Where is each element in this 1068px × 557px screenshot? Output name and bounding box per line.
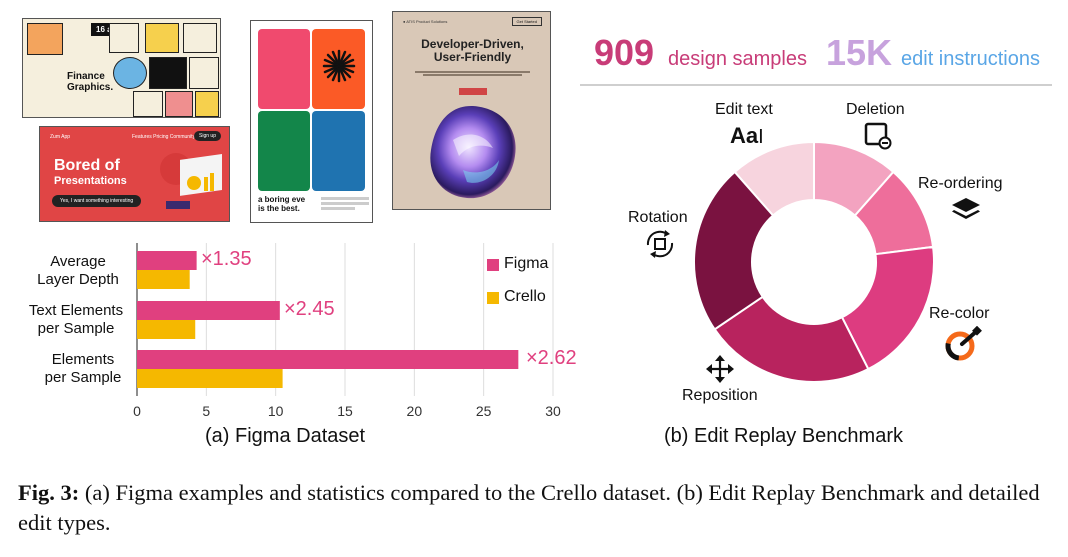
x-tick-label: 30 (545, 403, 561, 419)
donut-segment-reposition (713, 295, 870, 383)
multiplier-layer-depth: ×1.35 (201, 248, 252, 270)
headline-1: Bored of (54, 157, 120, 174)
envelope2-tile (195, 91, 219, 117)
figure-caption-text: (a) Figma examples and statistics compar… (18, 480, 1040, 535)
x-tick-label: 25 (475, 403, 492, 419)
magnifier-tile (113, 57, 147, 89)
headline-2: Presentations (54, 175, 127, 187)
poster-body-text (321, 195, 369, 212)
dev-nav: ● ATIS Product Solutions (403, 19, 448, 24)
edit-count: 15K (826, 32, 893, 73)
multiplier-elements: ×2.62 (526, 347, 577, 369)
dev-cta (459, 88, 487, 95)
segment-label-re-color: Re-color (929, 305, 990, 322)
bar-figma-0 (137, 251, 197, 270)
figure-caption: Fig. 3: (a) Figma examples and statistic… (18, 478, 1058, 538)
segment-label-reposition: Reposition (682, 387, 758, 404)
legend-crello-label: Crello (504, 288, 546, 305)
x-tick-label: 5 (202, 403, 211, 419)
layers-icon (952, 198, 980, 219)
edit-types-donut (693, 140, 935, 383)
wallet-tile (189, 57, 219, 89)
x-tick-label: 10 (267, 403, 284, 419)
pink-block (258, 29, 310, 109)
bar-figma-2 (137, 350, 519, 369)
envelope-tile (27, 23, 63, 55)
clipboard-tile (109, 23, 139, 53)
delete-box-icon (864, 122, 892, 150)
developer-thumbnail: ● ATIS Product Solutions Get Started Dev… (392, 11, 551, 210)
calculator-tile (145, 23, 179, 53)
signup-button: Sign up (194, 131, 221, 141)
color-picker-icon (945, 326, 982, 361)
bar-figma-1 (137, 301, 280, 320)
segment-label-deletion: Deletion (846, 101, 905, 118)
bar-crello-0 (137, 270, 190, 289)
donut-segment-re-color (840, 245, 935, 371)
category-label-layer-depth: Average Layer Depth (37, 253, 119, 288)
edit-label: edit instructions (901, 48, 1040, 70)
x-tick-label: 0 (133, 403, 141, 419)
x-tick-label: 15 (337, 403, 353, 419)
presentations-thumbnail: Zum App Features Pricing Community About… (39, 126, 230, 222)
segment-label-edit-text: Edit text (715, 101, 773, 118)
design-label: design samples (668, 48, 807, 70)
multiplier-text-elements: ×2.45 (284, 298, 335, 320)
mail-tile (133, 91, 163, 117)
x-tick-label: 20 (406, 403, 423, 419)
presentation-board-icon (160, 153, 222, 209)
legend-crello-swatch (487, 292, 499, 304)
lightbulb-tile (183, 23, 217, 53)
legend-figma-label: Figma (504, 255, 549, 272)
caption-b: (b) Edit Replay Benchmark (664, 425, 903, 447)
legend-figma-swatch (487, 259, 499, 271)
category-label-elements: Elements per Sample (44, 351, 122, 386)
poster-thumbnail: a boring eve is the best. (250, 20, 373, 223)
figure-label: Fig. 3: (18, 480, 80, 505)
dev-subtext (415, 70, 530, 77)
caption-a: (a) Figma Dataset (205, 425, 366, 447)
figma-bar-chart (136, 243, 554, 396)
dev-headline: Developer-Driven, User-Friendly (421, 37, 524, 64)
text-cursor-icon: AaI (730, 123, 764, 148)
card-tile (149, 57, 187, 89)
segment-label-re-ordering: Re-ordering (918, 175, 1003, 192)
header-divider (580, 84, 1052, 86)
blue-block (312, 111, 365, 191)
cta-button: Yes, I want something interesting (52, 195, 142, 207)
green-block (258, 111, 310, 191)
app-logo: Zum App (50, 134, 71, 140)
move-arrows-icon (706, 355, 734, 383)
nav-links: Features Pricing Community About (132, 134, 210, 140)
dev-nav-button: Get Started (511, 17, 542, 26)
category-label-text-elements: Text Elements per Sample (28, 302, 124, 337)
rotate-icon (646, 230, 674, 258)
donut-segment-rotation (693, 170, 775, 331)
starburst-icon (322, 49, 356, 83)
poster-caption: a boring eve is the best. (258, 195, 306, 213)
chart-tile (165, 91, 193, 117)
iridescent-shape-icon (430, 105, 516, 199)
bar-crello-1 (137, 320, 196, 339)
design-count: 909 (594, 32, 655, 73)
segment-label-rotation: Rotation (628, 209, 688, 226)
bar-crello-2 (137, 369, 283, 388)
finance-title: Finance Graphics. (67, 71, 114, 93)
